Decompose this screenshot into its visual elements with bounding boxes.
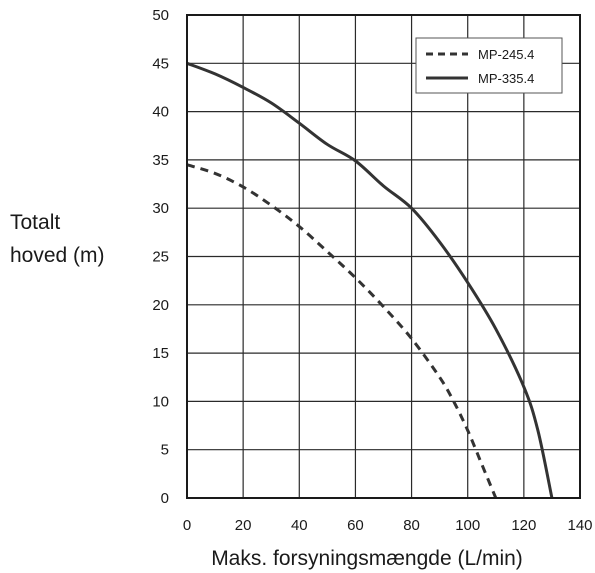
y-axis-title-line-2: hoved (m): [10, 244, 105, 267]
x-tick-label: 100: [455, 517, 480, 534]
y-tick-label: 30: [152, 200, 169, 217]
x-tick-label: 60: [347, 517, 364, 534]
x-axis-title: Maks. forsyningsmængde (L/min): [211, 547, 523, 570]
legend-label-mp-245: MP-245.4: [478, 47, 534, 62]
y-tick-label: 15: [152, 345, 169, 362]
x-tick-label: 120: [511, 517, 536, 534]
legend: MP-245.4 MP-335.4: [415, 37, 563, 94]
y-tick-label: 50: [152, 7, 169, 24]
y-tick-labels: 0 5 10 15 20 25 30 35 40 45 50: [152, 7, 169, 507]
y-tick-label: 5: [161, 442, 169, 459]
plot-frame: [186, 14, 581, 499]
series-line-0: [186, 163, 498, 499]
x-tick-labels: 0 20 40 60 80 100 120 140: [183, 517, 593, 534]
y-tick-label: 40: [152, 104, 169, 121]
x-tick-label: 140: [567, 517, 592, 534]
y-tick-label: 20: [152, 297, 169, 314]
legend-label-mp-335: MP-335.4: [478, 71, 534, 86]
series-line-1: [186, 61, 554, 499]
y-tick-label: 0: [161, 490, 169, 507]
legend-box: [415, 37, 563, 94]
y-tick-label: 35: [152, 152, 169, 169]
x-tick-label: 80: [403, 517, 420, 534]
series-layer: [186, 61, 554, 499]
y-tick-label: 25: [152, 249, 169, 266]
y-axis-title-line-1: Totalt: [10, 211, 60, 234]
y-tick-label: 10: [152, 393, 169, 410]
x-tick-label: 20: [235, 517, 252, 534]
x-tick-label: 40: [291, 517, 308, 534]
x-tick-label: 0: [183, 517, 191, 534]
y-tick-label: 45: [152, 55, 169, 72]
